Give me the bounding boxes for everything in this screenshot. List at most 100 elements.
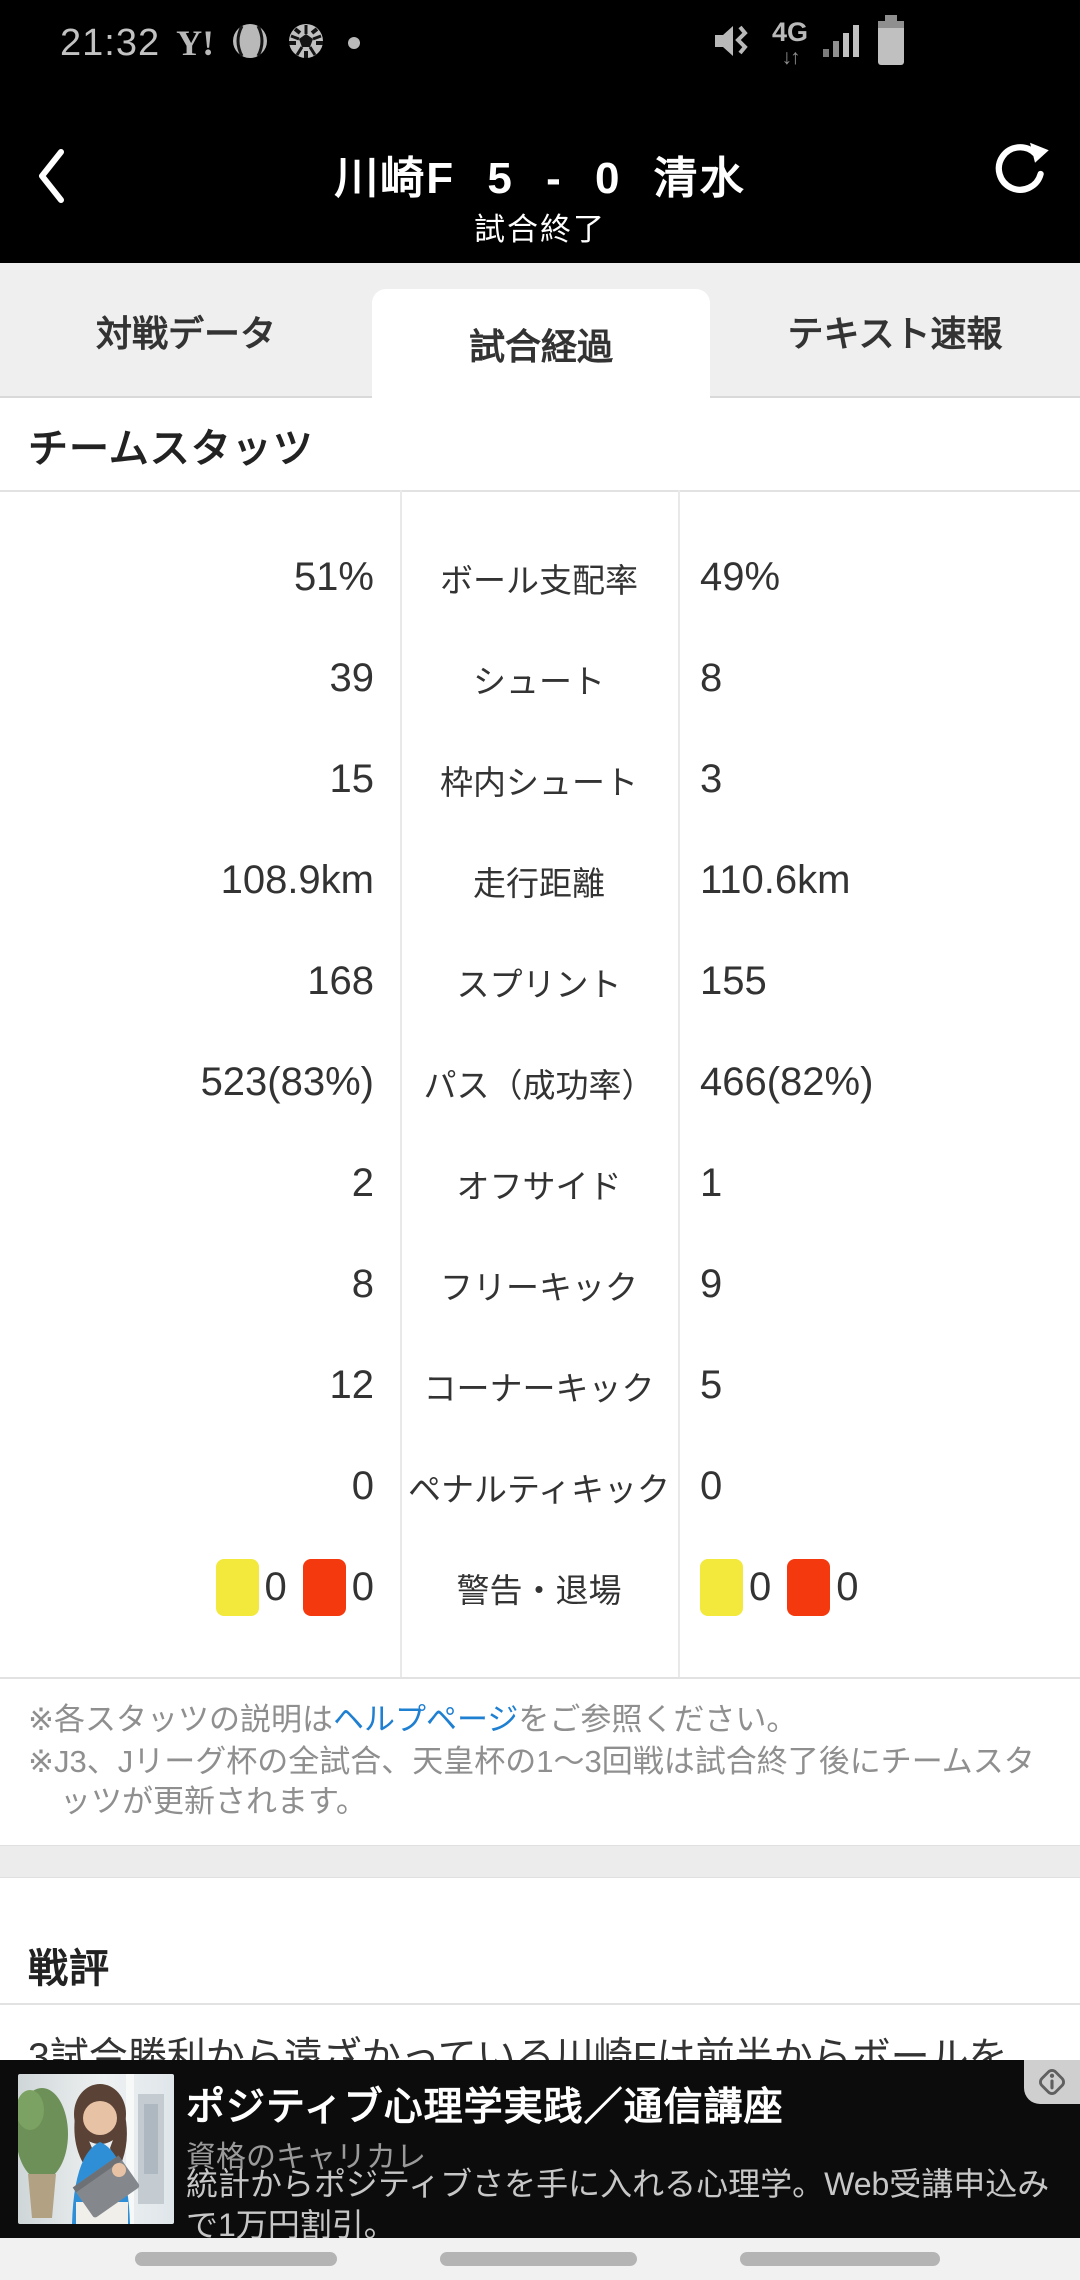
home-value: 2 [351, 1161, 374, 1205]
home-value: 0 [351, 1464, 374, 1508]
away-cards: 0 0 [678, 1559, 1080, 1616]
section-separator-band [0, 1845, 1080, 1878]
yellow-card-icon [215, 1559, 259, 1616]
red-card-icon [787, 1559, 831, 1616]
ad-image [18, 2074, 174, 2224]
home-value: 15 [329, 757, 375, 801]
stat-label: オフサイド [456, 1167, 622, 1205]
away-value: 8 [700, 656, 723, 700]
home-yellow-count: 0 [264, 1565, 287, 1609]
stat-label: 走行距離 [473, 864, 605, 902]
divider [0, 1677, 1080, 1679]
mute-vibrate-icon [713, 21, 757, 66]
stat-row: 8 フリーキック 9 [0, 1234, 1080, 1335]
soccer-ball-icon [286, 21, 326, 66]
nav-placeholder-pill [135, 2252, 337, 2266]
stat-row: 12 コーナーキック 5 [0, 1335, 1080, 1436]
ad-banner[interactable]: ポジティブ心理学実践／通信講座 資格のキャリカレ 統計からポジティブさを手に入れ… [0, 2060, 1080, 2243]
stat-label: コーナーキック [423, 1369, 655, 1407]
home-cards: 0 0 [0, 1559, 400, 1616]
stat-label: フリーキック [440, 1268, 638, 1306]
home-red-count: 0 [351, 1565, 374, 1609]
match-score-title: 川崎F 5 - 0 清水 [334, 154, 746, 203]
stat-label: スプリント [456, 965, 622, 1003]
away-value: 466(82%) [700, 1060, 874, 1104]
stat-row: 0 ペナルティキック 0 [0, 1436, 1080, 1537]
footnote-text: をご参照ください。 [518, 1702, 798, 1737]
tab-match-progress[interactable]: 試合経過 [372, 289, 710, 401]
refresh-icon [995, 142, 1049, 193]
tab-bar: 対戦データ 試合経過 テキスト速報 [0, 263, 1080, 401]
notification-dot-icon [348, 37, 361, 49]
stat-label: 警告・退場 [456, 1571, 622, 1609]
stat-label: パス（成功率） [423, 1066, 655, 1104]
away-yellow-count: 0 [749, 1565, 772, 1609]
nav-placeholder-pill [740, 2252, 940, 2266]
stat-row: 168 スプリント 155 [0, 931, 1080, 1032]
review-heading: 戦評 [28, 1947, 110, 1991]
help-page-link[interactable]: ヘルプページ [332, 1702, 519, 1737]
yellow-card-icon [700, 1559, 743, 1616]
stat-row: 51% ボール支配率 49% [0, 527, 1080, 628]
stat-row: 2 オフサイド 1 [0, 1133, 1080, 1234]
divider [0, 2003, 1080, 2005]
away-value: 49% [700, 555, 781, 599]
stat-label: 枠内シュート [440, 763, 638, 801]
home-value: 12 [329, 1363, 375, 1407]
clock: 21:32 [60, 21, 161, 64]
tab-text-live[interactable]: テキスト速報 [787, 312, 1003, 354]
tab-match-progress-label: 試合経過 [468, 325, 613, 367]
nav-placeholder-pill [440, 2252, 637, 2266]
ad-title: ポジティブ心理学実践／通信講座 [186, 2086, 784, 2129]
home-value: 51% [293, 555, 374, 599]
away-value: 155 [700, 959, 767, 1003]
stat-label: ボール支配率 [440, 561, 638, 599]
footnote-stats-help: ※各スタッツの説明はヘルプページをご参照ください。 [28, 1700, 1050, 1740]
back-button[interactable] [36, 146, 76, 206]
divider [0, 490, 1080, 492]
ad-info-button[interactable] [1024, 2060, 1080, 2104]
status-bar-right: 4G ↓↑ [713, 0, 906, 86]
away-value: 0 [700, 1464, 723, 1508]
home-value: 8 [351, 1262, 374, 1306]
status-bar-left: 21:32 Y! [60, 0, 361, 86]
team-stats-heading: チームスタッツ [28, 427, 314, 471]
refresh-button[interactable] [988, 134, 1052, 204]
stat-label: シュート [473, 662, 605, 700]
yahoo-notification-icon: Y! [176, 23, 215, 63]
status-bar: 21:32 Y! [0, 0, 1080, 86]
home-value: 523(83%) [200, 1060, 374, 1104]
stat-label: ペナルティキック [407, 1470, 671, 1508]
home-value: 168 [307, 959, 374, 1003]
signal-strength-icon [823, 21, 861, 66]
match-status-label: 試合終了 [474, 212, 606, 247]
ad-advertiser: 資格のキャリカレ [186, 2141, 426, 2174]
home-value: 39 [329, 656, 375, 700]
network-type-indicator: 4G ↓↑ [771, 16, 808, 69]
away-value: 1 [700, 1161, 723, 1205]
tab-vs-data[interactable]: 対戦データ [95, 312, 276, 354]
stat-row: 15 枠内シュート 3 [0, 729, 1080, 830]
team-stats-table: 51% ボール支配率 49% 39 シュート 8 15 枠内シュート 3 108… [0, 490, 1080, 1677]
stat-row: 523(83%) パス（成功率） 466(82%) [0, 1032, 1080, 1133]
top-black-block: 21:32 Y! [0, 0, 1080, 263]
red-card-icon [302, 1559, 346, 1616]
data-arrows-icon: ↓↑ [781, 45, 800, 69]
review-preview-text: 3試合勝利から遠ざかっている川崎Fは前半からボールを [28, 2036, 1008, 2060]
away-value: 110.6km [700, 858, 851, 902]
ad-info-icon [1039, 2069, 1065, 2095]
ad-description: 統計からポジティブさを手に入れる心理学。Web受講申込みで1万円割引。 [186, 2166, 1050, 2243]
bottom-nav-bar [0, 2238, 1080, 2280]
stat-row: 108.9km 走行距離 110.6km [0, 830, 1080, 931]
home-value: 108.9km [220, 858, 374, 902]
stat-row: 39 シュート 8 [0, 628, 1080, 729]
stats-column-divider [400, 490, 402, 1677]
away-red-count: 0 [836, 1565, 859, 1609]
app-header: 川崎F 5 - 0 清水 試合終了 [0, 86, 1080, 263]
footnote-text: ※各スタッツの説明は [28, 1702, 333, 1737]
stats-column-divider [678, 490, 680, 1677]
stat-row-cards: 0 0 警告・退場 0 0 [0, 1537, 1080, 1638]
away-value: 5 [700, 1363, 723, 1407]
footnotes: ※各スタッツの説明はヘルプページをご参照ください。 ※J3、Jリーグ杯の全試合、… [28, 1700, 1050, 1822]
